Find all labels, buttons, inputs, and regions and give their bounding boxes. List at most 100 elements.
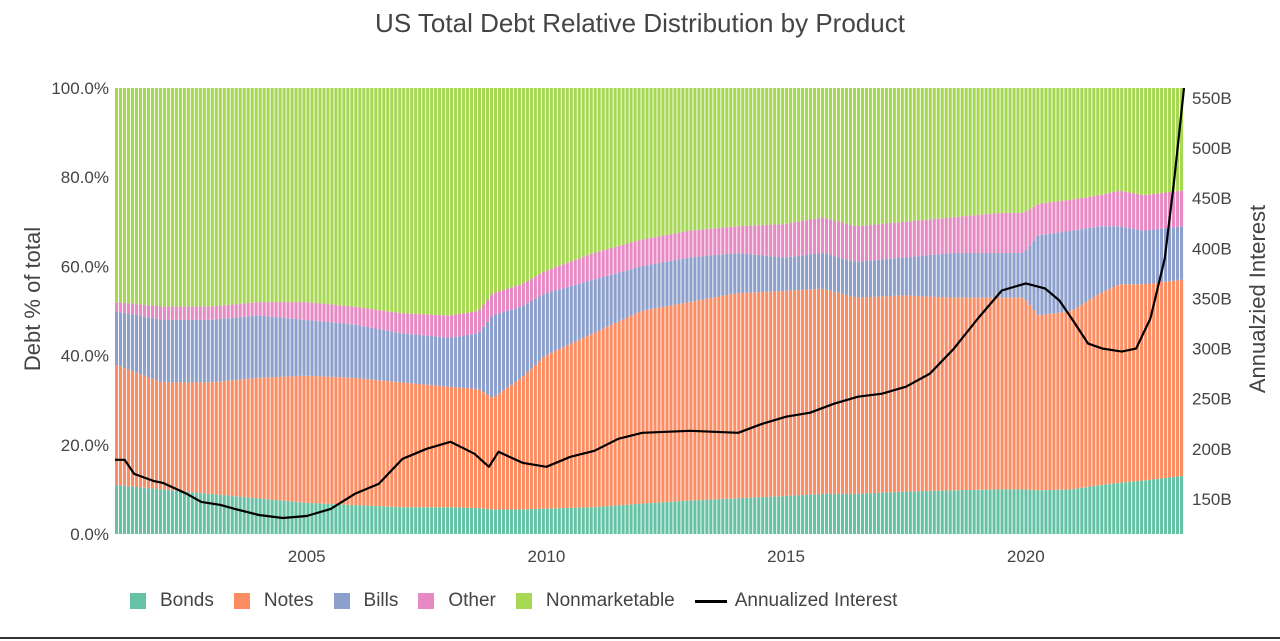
bar-notes [988, 297, 992, 490]
bar-notes [210, 382, 214, 495]
bar-nonmarketable [940, 88, 944, 219]
bar-other [462, 313, 466, 336]
bar-bills [402, 333, 406, 383]
bar-bills [1064, 231, 1068, 312]
bar-notes [601, 328, 605, 507]
legend: Bonds Notes Bills Other Nonmarketable An… [130, 590, 917, 612]
bar-nonmarketable [733, 88, 737, 227]
bar-nonmarketable [761, 88, 765, 226]
bar-nonmarketable [597, 88, 601, 252]
x-tick-label: 2005 [288, 547, 326, 566]
bar-other [525, 280, 529, 304]
bar-nonmarketable [821, 88, 825, 218]
bar-nonmarketable [1008, 88, 1012, 213]
bar-other [557, 265, 561, 290]
bar-notes [278, 376, 282, 501]
bar-notes [553, 350, 557, 509]
bar-other [489, 294, 494, 317]
legend-item-bonds[interactable]: Bonds [130, 590, 214, 612]
bar-other [829, 219, 833, 256]
bar-notes [996, 297, 1000, 490]
bar-bills [118, 312, 123, 367]
legend-item-annualized-interest[interactable]: Annualized Interest [694, 590, 897, 612]
bar-bills [218, 318, 222, 382]
bar-nonmarketable [665, 88, 669, 235]
bar-bills [1152, 229, 1156, 284]
bar-nonmarketable [346, 88, 350, 306]
bar-nonmarketable [836, 88, 841, 222]
bar-bills [621, 271, 625, 320]
bar-bills [940, 253, 944, 298]
bar-other [206, 306, 210, 320]
bar-notes [489, 397, 494, 510]
bar-notes [118, 366, 123, 486]
bar-nonmarketable [1048, 88, 1052, 203]
bar-notes [274, 377, 278, 500]
bar-nonmarketable [924, 88, 928, 220]
bar-bills [1072, 230, 1076, 310]
bar-nonmarketable [948, 88, 952, 218]
bar-bills [489, 316, 494, 398]
bar-nonmarketable [996, 88, 1000, 214]
bar-nonmarketable [1076, 88, 1080, 199]
bar-notes [1140, 284, 1144, 481]
legend-item-nonmarketable[interactable]: Nonmarketable [515, 590, 675, 612]
bar-bills [697, 256, 701, 301]
bar-bills [1112, 226, 1116, 288]
bar-notes [1108, 288, 1112, 484]
bar-notes [282, 376, 286, 501]
bar-bonds [757, 497, 761, 534]
bar-notes [821, 288, 825, 494]
bar-bonds [154, 488, 158, 534]
bar-notes [701, 299, 705, 500]
bar-bonds [497, 509, 502, 534]
bar-nonmarketable [545, 88, 549, 271]
bar-bonds [749, 497, 753, 534]
bar-nonmarketable [860, 88, 864, 226]
bar-other [868, 224, 872, 261]
bar-bills [294, 318, 298, 377]
bar-bills [872, 260, 876, 297]
bar-bonds [980, 489, 984, 534]
legend-item-other[interactable]: Other [418, 590, 496, 612]
bar-bonds [956, 490, 960, 534]
bar-nonmarketable [1032, 88, 1036, 207]
bar-other [318, 303, 322, 322]
y2-tick-label: 450B [1192, 189, 1232, 208]
bar-other [817, 218, 821, 254]
bar-other [366, 308, 370, 327]
bar-notes [729, 294, 733, 499]
legend-item-bills[interactable]: Bills [333, 590, 398, 612]
bar-other [410, 313, 414, 335]
bar-bonds [777, 496, 781, 534]
bar-nonmarketable [888, 88, 892, 224]
bar-nonmarketable [1100, 88, 1104, 195]
bar-other [677, 232, 681, 260]
bar-bonds [936, 490, 940, 534]
bar-other [932, 219, 936, 255]
bar-other [709, 228, 713, 256]
bar-bills [1044, 234, 1048, 315]
bar-other [876, 224, 880, 260]
bar-nonmarketable [1112, 88, 1116, 192]
bar-bonds [210, 494, 214, 534]
bar-bonds [1120, 482, 1124, 534]
bar-other [681, 231, 685, 259]
bar-bills [314, 320, 318, 377]
bar-notes [446, 386, 450, 508]
bar-bonds [1088, 486, 1092, 534]
bar-bonds [733, 498, 737, 534]
bar-notes [206, 382, 210, 494]
bar-notes [422, 384, 426, 508]
bar-bonds [852, 493, 857, 534]
bar-bonds [645, 503, 649, 534]
bar-notes [593, 332, 597, 508]
y-tick-label: 80.0% [61, 168, 109, 187]
legend-item-notes[interactable]: Notes [233, 590, 314, 612]
bar-notes [1132, 284, 1136, 482]
bar-notes [170, 382, 174, 491]
bar-other [1100, 194, 1104, 227]
bar-notes [338, 377, 342, 505]
bar-other [146, 305, 150, 318]
bar-notes [741, 292, 745, 499]
